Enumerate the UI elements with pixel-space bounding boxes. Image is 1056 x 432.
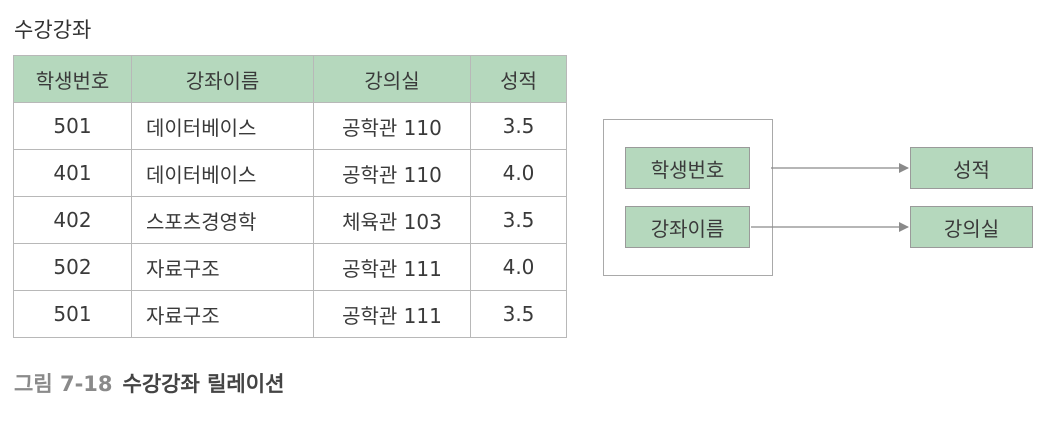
cell-grade: 4.0 xyxy=(470,149,567,197)
table-row: 502 자료구조 공학관 111 4.0 xyxy=(13,243,567,291)
cell-course-name: 자료구조 xyxy=(131,243,314,291)
cell-grade: 3.5 xyxy=(470,290,567,338)
table-row: 402 스포츠경영학 체육관 103 3.5 xyxy=(13,196,567,244)
cell-grade: 3.5 xyxy=(470,196,567,244)
cell-course-name: 데이터베이스 xyxy=(131,149,314,197)
cell-course-name: 데이터베이스 xyxy=(131,102,314,150)
cell-grade: 3.5 xyxy=(470,102,567,150)
cell-student-id: 502 xyxy=(13,243,132,291)
cell-student-id: 501 xyxy=(13,102,132,150)
determinant-group-frame xyxy=(603,119,773,276)
figure-caption: 그림 7-18 수강강좌 릴레이션 xyxy=(14,368,284,398)
column-header-student-id: 학생번호 xyxy=(13,55,132,103)
cell-grade: 4.0 xyxy=(470,243,567,291)
column-header-course-name: 강좌이름 xyxy=(131,55,314,103)
table-title: 수강강좌 xyxy=(14,18,92,42)
dependent-box-classroom: 강의실 xyxy=(910,206,1033,248)
cell-student-id: 402 xyxy=(13,196,132,244)
cell-classroom: 공학관 111 xyxy=(313,243,471,291)
table-header-row: 학생번호 강좌이름 강의실 성적 xyxy=(13,55,567,103)
dependent-box-grade: 성적 xyxy=(910,147,1033,189)
figure-number: 그림 7-18 xyxy=(14,372,113,396)
table-row: 501 자료구조 공학관 111 3.5 xyxy=(13,290,567,338)
column-header-classroom: 강의실 xyxy=(313,55,471,103)
cell-course-name: 자료구조 xyxy=(131,290,314,338)
determinant-box-student-id: 학생번호 xyxy=(625,147,750,189)
cell-classroom: 공학관 110 xyxy=(313,149,471,197)
relation-table: 학생번호 강좌이름 강의실 성적 501 데이터베이스 공학관 110 3.5 … xyxy=(13,55,567,338)
cell-classroom: 공학관 110 xyxy=(313,102,471,150)
cell-classroom: 체육관 103 xyxy=(313,196,471,244)
determinant-box-course-name: 강좌이름 xyxy=(625,206,750,248)
cell-student-id: 401 xyxy=(13,149,132,197)
cell-classroom: 공학관 111 xyxy=(313,290,471,338)
table-row: 501 데이터베이스 공학관 110 3.5 xyxy=(13,102,567,150)
table-row: 401 데이터베이스 공학관 110 4.0 xyxy=(13,149,567,197)
figure-caption-text: 수강강좌 릴레이션 xyxy=(122,372,285,396)
